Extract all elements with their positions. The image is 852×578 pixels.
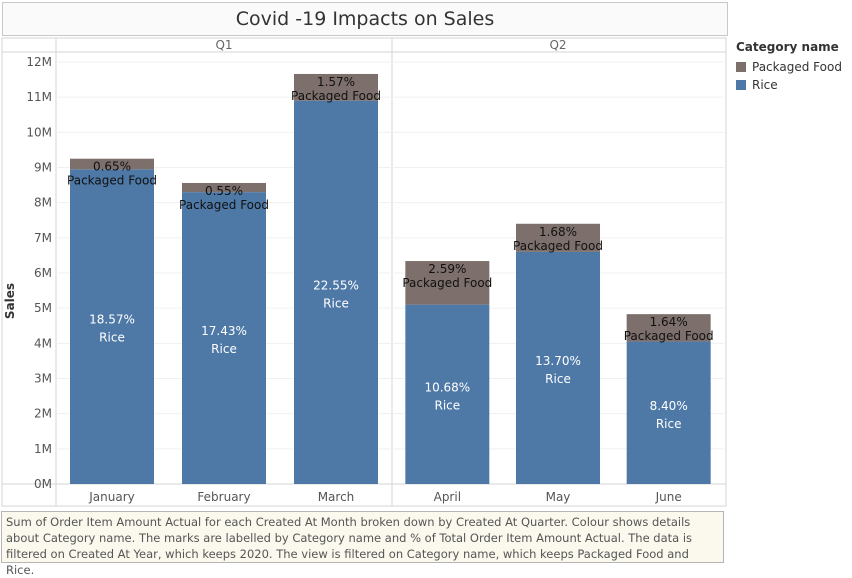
legend-item-rice[interactable]: Rice xyxy=(736,76,850,94)
label-rice-pct: 22.55% xyxy=(313,278,359,292)
legend-swatch-packaged-food xyxy=(736,62,746,72)
legend-swatch-rice xyxy=(736,80,746,90)
quarter-header: Q2 xyxy=(549,38,566,52)
label-packaged-food-pct: 1.57% xyxy=(317,75,355,89)
label-rice-name: Rice xyxy=(211,342,237,356)
bar-rice-april xyxy=(405,304,490,484)
label-rice-pct: 13.70% xyxy=(535,354,581,368)
bar-packaged-food-february xyxy=(182,182,266,193)
label-packaged-food-name: Packaged Food xyxy=(513,239,603,253)
bar-rice-may xyxy=(516,251,600,484)
label-packaged-food-pct: 1.68% xyxy=(539,225,577,239)
y-tick-label: 8M xyxy=(34,196,52,210)
bar-rice-january xyxy=(70,169,154,484)
label-packaged-food-pct: 1.64% xyxy=(650,315,688,329)
bar-packaged-food-may xyxy=(516,223,600,252)
legend-item-packaged-food[interactable]: Packaged Food xyxy=(736,58,850,76)
chart-title: Covid -19 Impacts on Sales xyxy=(235,8,495,30)
chart-title-box: Covid -19 Impacts on Sales xyxy=(2,2,728,36)
label-rice-pct: 8.40% xyxy=(650,399,688,413)
label-packaged-food-pct: 0.65% xyxy=(93,160,131,174)
legend: Category name Packaged Food Rice xyxy=(736,40,850,94)
x-tick-label: January xyxy=(88,490,135,504)
y-tick-label: 10M xyxy=(26,125,52,139)
label-rice-name: Rice xyxy=(99,331,125,345)
y-tick-label: 0M xyxy=(34,477,52,491)
y-tick-label: 5M xyxy=(34,301,52,315)
legend-label-rice: Rice xyxy=(752,78,778,92)
x-tick-label: June xyxy=(655,490,682,504)
y-tick-label: 3M xyxy=(34,372,52,386)
x-tick-label: March xyxy=(318,490,355,504)
label-rice-name: Rice xyxy=(545,372,571,386)
label-packaged-food-name: Packaged Food xyxy=(291,89,381,103)
bar-rice-february xyxy=(182,192,266,484)
quarter-header: Q1 xyxy=(215,38,232,52)
y-tick-label: 12M xyxy=(26,55,52,69)
bar-chart: 0M 1M 2M 3M 4M 5M 6M 7M 8M 9M 10M 11M 12M Sales Q1 Q2 18… xyxy=(1,37,727,507)
y-tick-label: 2M xyxy=(34,407,52,421)
y-tick-label: 11M xyxy=(26,90,52,104)
chart-caption: Sum of Order Item Amount Actual for each… xyxy=(1,511,724,577)
x-tick-label: April xyxy=(434,490,461,504)
label-packaged-food-pct: 0.55% xyxy=(205,184,243,198)
bar-packaged-food-march xyxy=(294,73,378,101)
y-tick-label: 1M xyxy=(34,442,52,456)
label-packaged-food-name: Packaged Food xyxy=(402,276,492,290)
y-tick-label: 9M xyxy=(34,161,52,175)
label-packaged-food-pct: 2.59% xyxy=(428,262,466,276)
label-rice-name: Rice xyxy=(323,296,349,310)
bar-packaged-food-april xyxy=(405,261,490,305)
label-rice-name: Rice xyxy=(656,417,682,431)
bar-packaged-food-january xyxy=(70,158,154,170)
y-tick-label: 7M xyxy=(34,231,52,245)
label-rice-pct: 17.43% xyxy=(201,324,247,338)
bar-packaged-food-june xyxy=(626,314,711,342)
label-packaged-food-name: Packaged Food xyxy=(624,329,714,343)
y-axis-title: Sales xyxy=(3,283,17,319)
label-rice-name: Rice xyxy=(435,398,461,412)
x-tick-label: May xyxy=(546,490,571,504)
bar-rice-march xyxy=(294,100,378,484)
legend-label-packaged-food: Packaged Food xyxy=(752,60,842,74)
label-packaged-food-name: Packaged Food xyxy=(179,198,269,212)
x-tick-label: February xyxy=(197,490,250,504)
bar-rice-june xyxy=(626,341,711,484)
label-rice-pct: 10.68% xyxy=(424,380,470,394)
legend-title: Category name xyxy=(736,40,839,54)
label-rice-pct: 18.57% xyxy=(89,313,135,327)
y-tick-label: 6M xyxy=(34,266,52,280)
label-packaged-food-name: Packaged Food xyxy=(67,174,157,188)
y-tick-label: 4M xyxy=(34,336,52,350)
